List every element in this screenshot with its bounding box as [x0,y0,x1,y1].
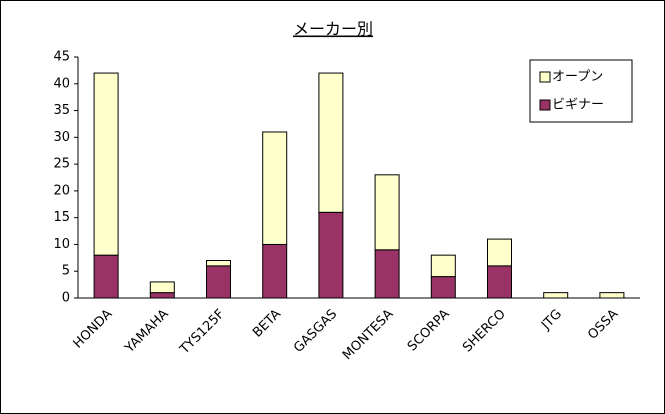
bar-segment [149,292,175,299]
legend-swatch [539,71,551,83]
bar-segment [93,254,119,299]
bar-segment [262,131,288,245]
y-tick-label: 30 [53,130,70,145]
bar-segment [374,249,400,299]
y-tick-label: 5 [62,264,70,279]
bar-segment [206,265,231,299]
bar-segment [93,72,119,256]
bar-segment [487,238,512,267]
chart-title: メーカー別 [293,20,373,39]
bar-segment [318,211,344,299]
bar-segment [599,292,625,299]
y-tick-label: 15 [53,210,70,225]
bar-segment [543,292,569,299]
legend-label: ビギナー [552,98,604,113]
y-tick-label: 40 [53,76,70,91]
bar-segment [149,281,175,294]
bar-segment [318,72,344,213]
y-tick-label: 35 [53,103,70,118]
y-tick-label: 25 [53,157,70,172]
legend-box [529,59,633,123]
y-tick-label: 20 [53,183,70,198]
y-tick-label: 45 [53,50,70,65]
bar-segment [206,260,231,267]
y-tick-label: 10 [53,237,70,252]
legend-swatch [539,99,551,111]
bar-segment [262,243,288,299]
legend-label: オープン [552,70,603,85]
bar-segment [374,174,400,251]
bar-segment [430,254,456,278]
y-tick-label: 0 [62,291,70,306]
bar-segment [430,276,456,299]
bar-segment [487,265,512,299]
